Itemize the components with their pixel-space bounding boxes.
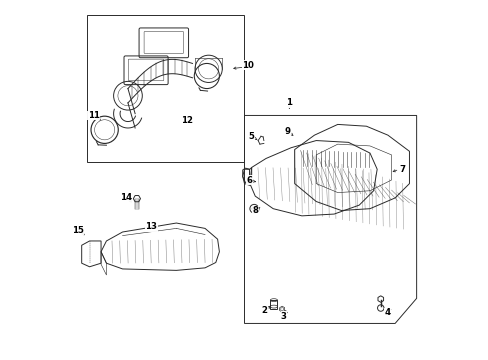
Circle shape	[251, 207, 256, 211]
Bar	[86, 15, 244, 162]
Text: 1: 1	[286, 98, 292, 107]
Text: 7: 7	[398, 165, 405, 174]
Text: 13: 13	[145, 222, 157, 231]
Text: 10: 10	[242, 61, 253, 70]
Bar	[270, 300, 277, 309]
Text: 14: 14	[120, 193, 132, 202]
Text: 11: 11	[88, 111, 100, 120]
Text: 2: 2	[261, 306, 266, 315]
Text: 8: 8	[252, 206, 258, 215]
Text: 15: 15	[72, 226, 83, 235]
Text: 5: 5	[248, 132, 254, 141]
Text: 4: 4	[384, 308, 390, 317]
Text: 3: 3	[281, 312, 286, 321]
Text: 9: 9	[284, 127, 290, 136]
Text: 12: 12	[181, 116, 193, 125]
Text: 6: 6	[246, 176, 252, 185]
